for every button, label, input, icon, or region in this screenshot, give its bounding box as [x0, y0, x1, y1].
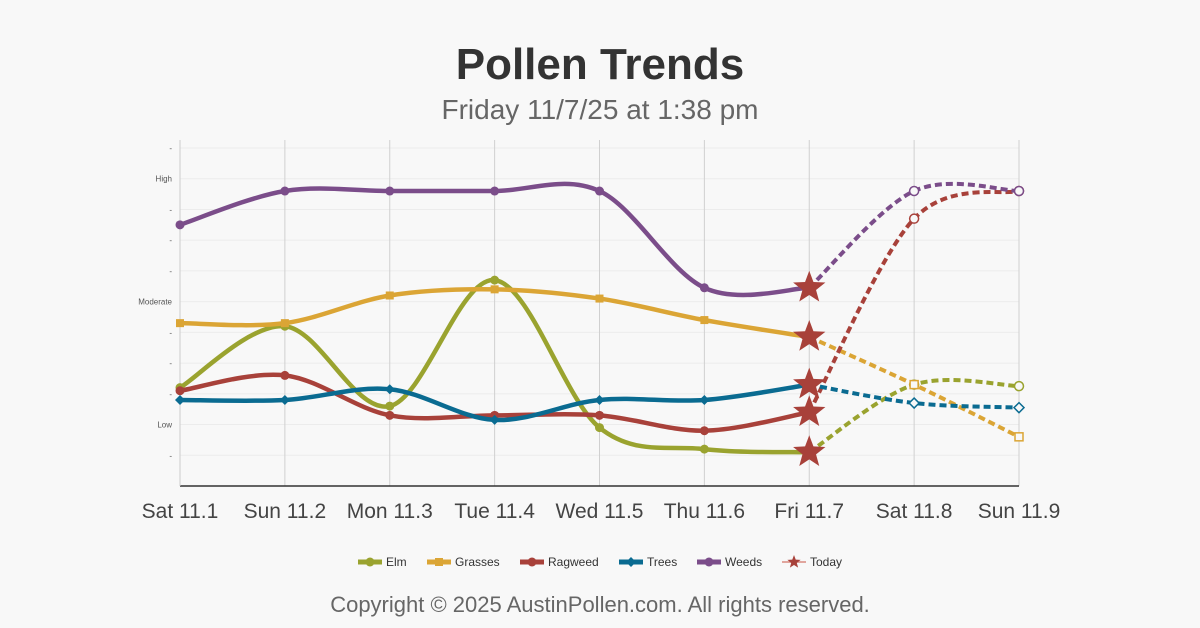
- data-point-square: [595, 294, 604, 303]
- legend-label: Trees: [647, 555, 677, 569]
- data-point-diamond: [489, 414, 500, 425]
- legend-item-elm: Elm: [358, 555, 407, 569]
- today-star-icon: [793, 395, 826, 427]
- x-tick-label: Mon 11.3: [347, 500, 433, 523]
- today-star-icon: [793, 319, 826, 351]
- x-tick-label: Sun 11.2: [244, 500, 327, 523]
- data-point-circle: [490, 186, 500, 196]
- data-point-circle: [699, 426, 709, 436]
- data-point-circle: [908, 213, 920, 224]
- series-grasses: [176, 285, 1024, 442]
- data-point-square: [490, 285, 499, 294]
- y-tick-label: -: [169, 328, 172, 337]
- x-tick-label: Wed 11.5: [556, 500, 644, 523]
- data-point-circle: [699, 283, 709, 293]
- x-tick-label: Thu 11.6: [664, 500, 745, 523]
- y-tick-label: Low: [157, 421, 172, 430]
- data-point-diamond: [908, 396, 921, 410]
- y-tick-label: -: [169, 390, 172, 399]
- legend-label: Grasses: [455, 555, 500, 569]
- x-tick-label: Sun 11.9: [978, 500, 1061, 523]
- y-tick-label: Moderate: [138, 298, 172, 307]
- data-point-square: [385, 291, 394, 300]
- y-tick-label: -: [169, 236, 172, 245]
- data-point-circle: [595, 410, 604, 420]
- data-point-square: [280, 319, 289, 328]
- data-point-circle: [595, 186, 604, 196]
- data-point-circle: [527, 557, 537, 567]
- legend-item-ragweed: Ragweed: [520, 555, 599, 569]
- y-tick-label: -: [169, 205, 172, 214]
- series-trees: [175, 382, 1026, 425]
- legend-item-today: Today: [782, 555, 842, 569]
- data-point-circle: [704, 557, 714, 567]
- data-point-diamond: [1012, 401, 1026, 414]
- y-tick-label: -: [169, 451, 172, 460]
- data-point-circle: [280, 186, 290, 196]
- copyright-text: Copyright © 2025 AustinPollen.com. All r…: [330, 592, 870, 617]
- legend-label: Ragweed: [548, 555, 599, 569]
- data-point-circle: [1013, 185, 1025, 197]
- legend-item-trees: Trees: [619, 555, 677, 569]
- x-tick-label: Fri 11.7: [774, 500, 844, 523]
- series-line-forecast: [808, 382, 1020, 410]
- data-point-diamond: [699, 394, 710, 405]
- chart-subtitle: Friday 11/7/25 at 1:38 pm: [441, 94, 759, 125]
- data-point-square: [176, 319, 184, 328]
- series-line-forecast: [807, 189, 1020, 414]
- data-point-circle: [908, 185, 920, 197]
- data-point-circle: [385, 186, 395, 196]
- y-tick-label: -: [169, 267, 172, 276]
- data-point-circle: [365, 557, 375, 567]
- legend-label: Weeds: [725, 555, 762, 569]
- data-point-diamond: [594, 394, 605, 405]
- today-star-icon: [793, 270, 826, 302]
- data-point-circle: [699, 444, 709, 454]
- legend-item-grasses: Grasses: [427, 555, 500, 569]
- data-point-square: [909, 379, 919, 390]
- y-tick-label: -: [169, 359, 172, 368]
- y-tick-label: High: [156, 175, 172, 184]
- x-tick-label: Tue 11.4: [454, 500, 535, 523]
- data-point-circle: [175, 220, 185, 230]
- data-point-circle: [595, 423, 604, 433]
- data-point-diamond: [626, 557, 636, 567]
- data-point-circle: [385, 410, 395, 420]
- x-tick-label: Sat 11.1: [142, 500, 219, 523]
- x-tick-label: Sat 11.8: [876, 500, 953, 523]
- y-tick-label: -: [169, 144, 172, 153]
- series-weeds: [175, 181, 1025, 298]
- data-point-square: [1014, 432, 1024, 442]
- today-star-icon: [793, 435, 826, 466]
- data-point-circle: [175, 386, 185, 396]
- data-point-circle: [490, 275, 500, 285]
- legend-label: Today: [810, 555, 842, 569]
- today-star-icon: [787, 555, 801, 568]
- data-point-diamond: [384, 384, 395, 395]
- data-point-diamond: [279, 394, 290, 405]
- chart-title: Pollen Trends: [455, 40, 745, 89]
- data-point-circle: [1013, 380, 1025, 392]
- data-point-circle: [280, 370, 290, 380]
- data-point-square: [435, 558, 443, 566]
- data-point-circle: [385, 401, 395, 411]
- data-point-diamond: [175, 394, 185, 405]
- data-point-square: [700, 316, 709, 325]
- today-star-icon: [793, 367, 826, 399]
- legend-item-weeds: Weeds: [697, 555, 762, 569]
- legend-label: Elm: [386, 555, 407, 569]
